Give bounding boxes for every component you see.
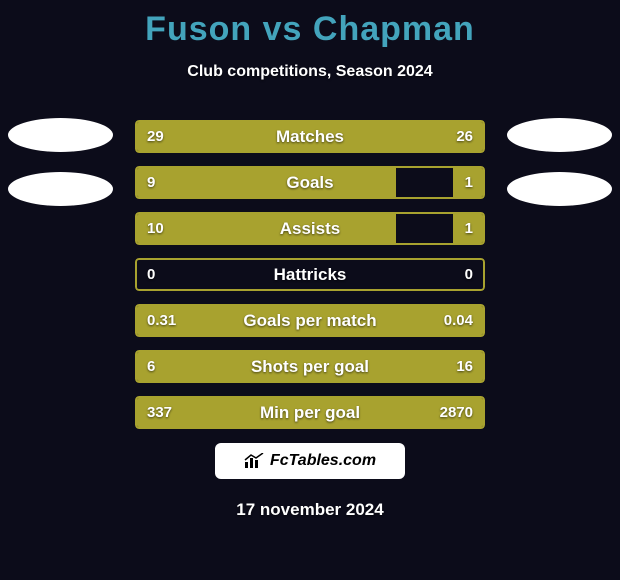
page-title: Fuson vs Chapman	[0, 0, 620, 49]
title-vs: vs	[263, 10, 303, 48]
bar-right-fill	[453, 168, 483, 197]
subtitle: Club competitions, Season 2024	[0, 63, 620, 81]
bar-left-fill	[137, 214, 396, 243]
title-right: Chapman	[313, 10, 475, 48]
bar-right-fill	[317, 122, 483, 151]
comparison-infographic: Fuson vs Chapman Club competitions, Seas…	[0, 0, 620, 580]
date-text: 17 november 2024	[0, 500, 620, 520]
stat-row: 616Shots per goal	[135, 350, 485, 383]
ellipse-icon	[507, 172, 612, 206]
stat-bars: 2926Matches 91Goals 101Assists 00Hattricks 0…	[135, 120, 485, 429]
team-left-badges	[8, 118, 113, 206]
bar-left-fill	[137, 352, 232, 381]
bar-left-fill	[137, 306, 447, 335]
bar-left-fill	[137, 122, 321, 151]
bar-right-fill	[453, 214, 483, 243]
stat-row: 3372870Min per goal	[135, 396, 485, 429]
ellipse-icon	[507, 118, 612, 152]
stat-row: 00Hattricks	[135, 258, 485, 291]
bar-right-fill	[170, 398, 483, 427]
bar-left-fill	[137, 398, 174, 427]
stat-row: 0.310.04Goals per match	[135, 304, 485, 337]
bar-track	[135, 258, 485, 291]
stat-row: 101Assists	[135, 212, 485, 245]
ellipse-icon	[8, 172, 113, 206]
chart-icon	[244, 453, 264, 469]
ellipse-icon	[8, 118, 113, 152]
title-left: Fuson	[145, 10, 252, 48]
stat-row: 2926Matches	[135, 120, 485, 153]
bar-right-fill	[443, 306, 483, 335]
bar-right-fill	[228, 352, 484, 381]
team-right-badges	[507, 118, 612, 206]
brand-badge: FcTables.com	[215, 443, 405, 479]
brand-text: FcTables.com	[270, 452, 376, 470]
stat-row: 91Goals	[135, 166, 485, 199]
bar-left-fill	[137, 168, 396, 197]
